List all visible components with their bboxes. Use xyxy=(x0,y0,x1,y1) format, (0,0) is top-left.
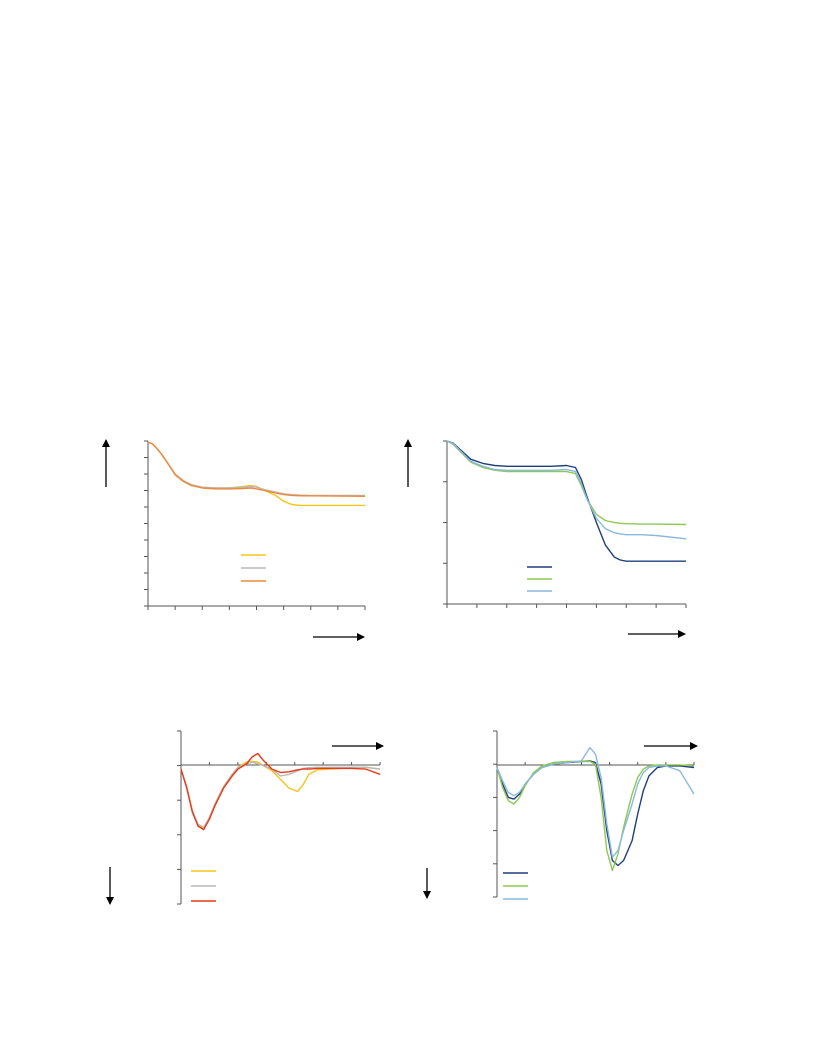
series-line-2 xyxy=(496,760,695,872)
series-line-1 xyxy=(496,760,695,867)
series-line-3 xyxy=(446,440,687,540)
panel-top-right xyxy=(443,440,687,608)
series-line-1 xyxy=(446,440,686,562)
series-line-3 xyxy=(180,752,381,831)
series-line-3 xyxy=(496,746,695,858)
panel-bottom-left xyxy=(177,730,381,905)
series-line-3 xyxy=(147,441,366,497)
series-line-2 xyxy=(147,441,365,497)
series-line-2 xyxy=(446,440,687,526)
panel-top-left xyxy=(144,440,366,610)
panel-bottom-right xyxy=(493,730,695,900)
series-line-2 xyxy=(180,761,381,828)
series-line-1 xyxy=(180,760,381,829)
